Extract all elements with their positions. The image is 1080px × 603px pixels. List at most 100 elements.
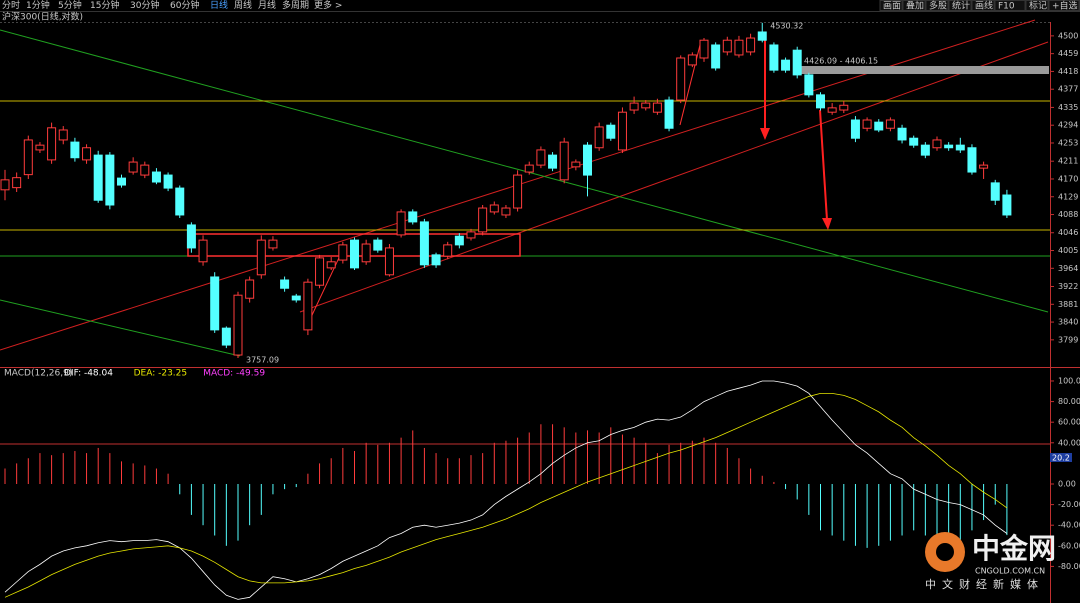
candle-body bbox=[932, 139, 942, 149]
logo-core bbox=[936, 543, 954, 561]
y-tick-label: 4129 bbox=[1058, 192, 1078, 201]
high-label: 4530.32 bbox=[770, 21, 803, 30]
y-tick-label: 4418 bbox=[1058, 67, 1078, 76]
candle-body bbox=[373, 239, 383, 251]
candle-body bbox=[221, 327, 231, 346]
action-button[interactable] bbox=[1025, 0, 1049, 11]
y-tick-label: 3840 bbox=[1058, 318, 1078, 327]
candle-body bbox=[128, 161, 138, 173]
candle-body bbox=[384, 247, 394, 276]
candle-body bbox=[280, 279, 290, 289]
cursor-label: 20.2 bbox=[1052, 454, 1070, 463]
y-tick-label: 4046 bbox=[1058, 228, 1078, 237]
candle-body bbox=[151, 171, 161, 183]
y-tick-label: 40.00 bbox=[1058, 438, 1080, 447]
candle-body bbox=[641, 102, 651, 109]
action-label[interactable]: 标记 bbox=[1029, 0, 1047, 12]
y-tick-label: 3799 bbox=[1058, 335, 1078, 344]
period-tab[interactable]: 30分钟 bbox=[130, 0, 159, 11]
candle-body bbox=[70, 141, 80, 159]
action-button[interactable] bbox=[971, 0, 995, 11]
legend-entry: MACD: -49.59 bbox=[203, 369, 265, 379]
gap-box bbox=[800, 66, 1049, 74]
candle-body bbox=[594, 126, 604, 149]
trend-line bbox=[299, 41, 1049, 313]
site: CNGOLD.COM.CN bbox=[975, 567, 1045, 576]
action-label[interactable]: 多股 bbox=[929, 0, 947, 12]
candle-body bbox=[990, 182, 1000, 201]
action-button[interactable] bbox=[994, 0, 1026, 11]
slogan: 中文财经新媒体 bbox=[925, 577, 1044, 591]
candle-body bbox=[513, 174, 523, 209]
candle-body bbox=[47, 127, 57, 161]
action-button[interactable] bbox=[902, 0, 926, 11]
candle-body bbox=[198, 239, 208, 263]
arrow-head bbox=[822, 218, 832, 230]
candle-body bbox=[23, 139, 33, 176]
period-tab[interactable]: 分时 bbox=[2, 0, 20, 11]
candle-body bbox=[233, 294, 243, 356]
candle-body bbox=[571, 161, 581, 168]
action-label[interactable]: 统计 bbox=[952, 0, 970, 12]
candle-body bbox=[93, 154, 103, 201]
candle-body bbox=[804, 74, 814, 96]
candle-body bbox=[722, 39, 732, 53]
candle-body bbox=[0, 179, 10, 191]
action-button[interactable] bbox=[925, 0, 949, 11]
candle-body bbox=[944, 144, 954, 149]
candle-body bbox=[303, 281, 313, 331]
period-tab[interactable]: 更多 > bbox=[314, 0, 342, 11]
candle-body bbox=[839, 104, 849, 111]
action-label[interactable]: 叠加 bbox=[906, 1, 924, 12]
candle-body bbox=[210, 276, 220, 331]
candle-body bbox=[431, 254, 441, 266]
y-tick-label: 60.00 bbox=[1058, 418, 1080, 427]
y-tick-label: -20.00 bbox=[1058, 500, 1080, 509]
period-tab[interactable]: 月线 bbox=[258, 0, 276, 11]
trend-line bbox=[0, 299, 241, 357]
action-label[interactable]: 画线 bbox=[975, 0, 993, 12]
candle-body bbox=[827, 107, 837, 113]
low-label: 3757.09 bbox=[246, 356, 279, 365]
legend-entry: DEA: -23.25 bbox=[134, 369, 188, 379]
candle-body bbox=[583, 144, 592, 176]
y-tick-label: 4088 bbox=[1058, 210, 1078, 219]
period-tab[interactable]: 60分钟 bbox=[170, 0, 199, 11]
candle-body bbox=[466, 231, 476, 239]
candle-body bbox=[676, 57, 686, 101]
period-tab[interactable]: 5分钟 bbox=[58, 0, 82, 11]
action-button[interactable] bbox=[1048, 0, 1080, 11]
candle-body bbox=[268, 239, 278, 249]
gap-label: 4426.09 - 4406.15 bbox=[804, 57, 878, 66]
macd-line bbox=[4, 392, 1008, 598]
trend-line bbox=[0, 29, 1049, 313]
period-tab[interactable]: 周线 bbox=[234, 0, 252, 11]
period-tab[interactable]: 15分钟 bbox=[90, 0, 119, 11]
candle-body bbox=[245, 279, 255, 299]
action-button[interactable] bbox=[879, 0, 903, 11]
candle-body bbox=[361, 243, 371, 263]
action-label[interactable]: 画面 bbox=[883, 1, 901, 12]
candle-body bbox=[478, 207, 488, 233]
candle-body bbox=[291, 295, 301, 301]
period-tab[interactable]: 多周期 bbox=[282, 0, 309, 11]
brand: 中金网 bbox=[972, 532, 1056, 565]
action-button[interactable] bbox=[948, 0, 972, 11]
y-tick-label: 3922 bbox=[1058, 282, 1078, 291]
candle-body bbox=[454, 235, 464, 246]
y-tick-label: 3881 bbox=[1058, 300, 1078, 309]
candle-body bbox=[850, 119, 860, 139]
candle-body bbox=[967, 147, 977, 173]
action-label[interactable]: +自选 bbox=[1052, 0, 1078, 12]
period-tab[interactable]: 1分钟 bbox=[26, 0, 50, 11]
candle-body bbox=[315, 257, 325, 286]
y-tick-label: -80.00 bbox=[1058, 562, 1080, 571]
candle-body bbox=[501, 207, 511, 216]
action-label[interactable]: F10 bbox=[998, 2, 1015, 12]
candle-body bbox=[175, 187, 185, 216]
candle-body bbox=[186, 224, 196, 249]
legend-entry: DIF: -48.04 bbox=[64, 369, 113, 379]
period-tab[interactable]: 日线 bbox=[210, 0, 228, 11]
y-tick-label: 3964 bbox=[1058, 264, 1078, 273]
